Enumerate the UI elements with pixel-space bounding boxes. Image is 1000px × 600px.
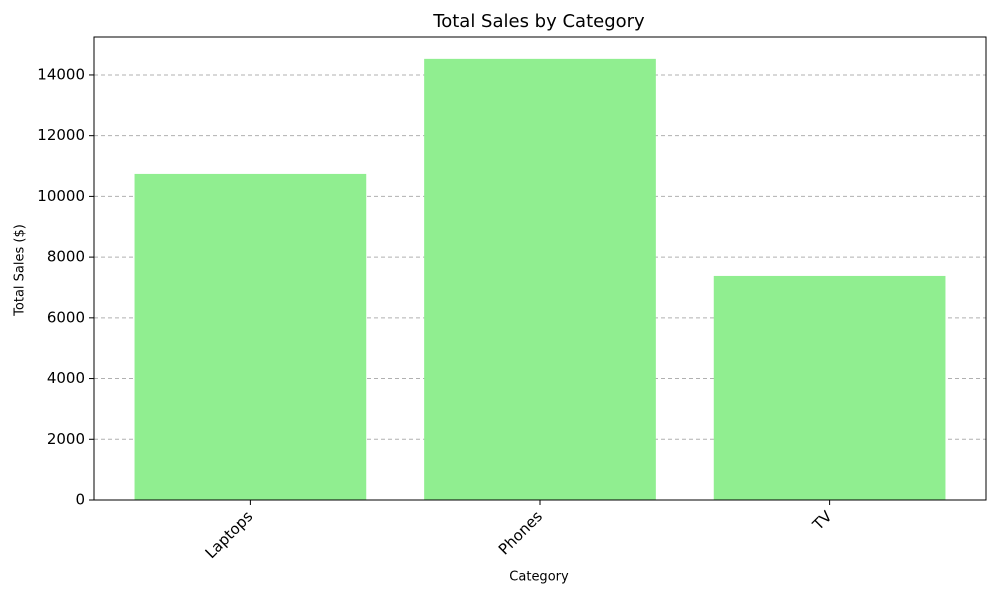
- x-axis-label: Category: [509, 570, 569, 585]
- bar: [134, 173, 367, 500]
- x-tick-label: Phones: [495, 507, 546, 558]
- y-tick-label: 4000: [47, 369, 85, 387]
- bar: [713, 275, 946, 500]
- chart-title: Total Sales by Category: [432, 11, 645, 32]
- y-tick-label: 12000: [37, 126, 85, 144]
- y-tick-label: 10000: [37, 187, 85, 205]
- y-tick-label: 8000: [47, 248, 85, 266]
- plot-frame: [93, 36, 987, 501]
- y-tick-label: 2000: [47, 430, 85, 448]
- y-axis-label: Total Sales ($): [13, 224, 28, 317]
- y-tick-label: 0: [75, 491, 85, 509]
- y-tick-label: 14000: [37, 65, 85, 83]
- x-tick-label: TV: [808, 507, 836, 535]
- bar: [424, 58, 656, 500]
- x-tick-label: Laptops: [202, 507, 257, 562]
- y-tick-label: 6000: [47, 308, 85, 326]
